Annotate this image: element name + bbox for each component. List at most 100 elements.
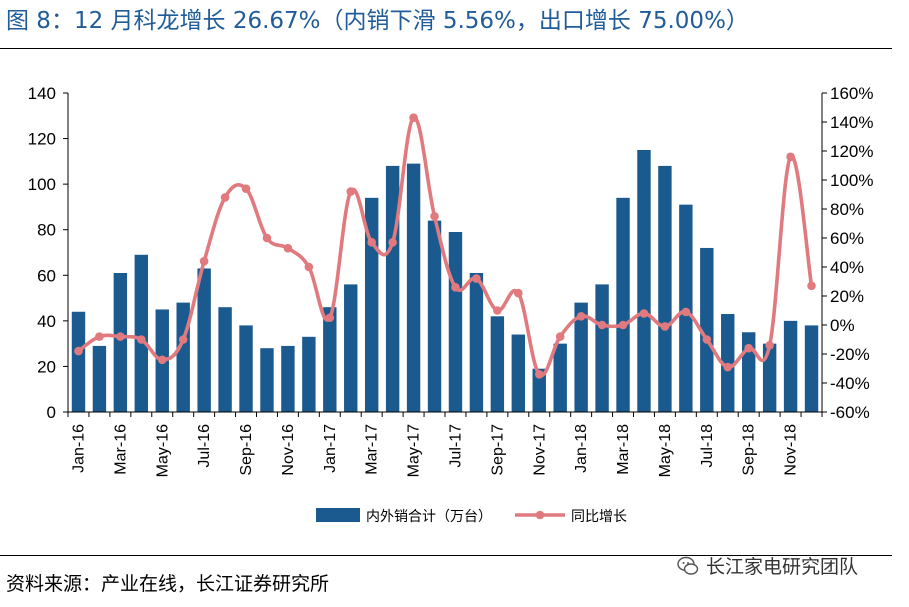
left-tick-label: 80	[37, 221, 56, 240]
growth-point-Nov-17	[534, 370, 544, 379]
right-tick-label: 100%	[830, 171, 873, 190]
title-divider	[0, 48, 892, 49]
left-tick-label: 100	[28, 175, 56, 194]
bar-May-17	[406, 163, 421, 412]
bar-Apr-17	[385, 165, 400, 412]
x-tick-label: Jan-18	[573, 424, 590, 473]
right-tick-label: -60%	[830, 403, 870, 422]
chart-legend: 内外销合计（万台） 同比增长	[316, 508, 627, 524]
growth-point-Dec-16	[304, 262, 314, 272]
bar-Aug-17	[469, 273, 484, 412]
bar-Nov-17	[532, 368, 546, 412]
x-tick-label: May-17	[406, 424, 423, 477]
bar-Mar-17	[364, 197, 379, 412]
bar-Jan-18	[574, 302, 588, 412]
bar-Oct-16	[260, 348, 274, 412]
bar-Jun-17	[427, 220, 442, 412]
growth-point-May-18	[660, 322, 670, 331]
left-tick-label: 140	[28, 84, 56, 103]
bar-Mar-18	[616, 197, 630, 412]
growth-point-Nov-16	[283, 243, 293, 253]
x-tick-label: Sep-16	[238, 424, 255, 476]
legend-bar-swatch	[316, 508, 360, 522]
bar-Nov-16	[281, 345, 295, 412]
left-tick-label: 40	[37, 312, 56, 331]
growth-point-Aug-16	[220, 193, 230, 202]
growth-point-Mar-16	[116, 332, 125, 341]
growth-point-Aug-18	[723, 362, 733, 372]
growth-point-Jul-18	[702, 335, 712, 344]
growth-point-Apr-18	[639, 309, 649, 318]
growth-point-Nov-18	[786, 152, 795, 162]
x-tick-label: Jul-16	[196, 424, 213, 468]
watermark-text: 长江家电研究团队	[706, 556, 859, 578]
growth-point-Aug-17	[472, 274, 481, 283]
growth-point-Dec-17	[555, 332, 565, 341]
right-tick-label: -40%	[830, 374, 870, 393]
wechat-icon	[677, 556, 699, 575]
bar-series	[71, 149, 819, 412]
line-series	[74, 113, 816, 379]
growth-point-Apr-16	[137, 335, 146, 344]
x-tick-label: May-18	[657, 424, 674, 477]
bar-Sep-16	[239, 325, 253, 412]
bar-Mar-16	[113, 273, 128, 412]
growth-point-Jul-16	[199, 256, 209, 266]
chart-axes: 0 20 40 60 80 100 120 140 -60% -40% -20% 0% 20% 40% 60…	[28, 84, 874, 477]
bar-Dec-16	[302, 336, 316, 412]
bar-Dec-17	[553, 343, 567, 412]
bar-May-18	[658, 165, 672, 412]
bar-Jan-17	[323, 307, 337, 412]
growth-point-Dec-18	[807, 281, 816, 291]
left-tick-label: 120	[28, 130, 56, 149]
growth-point-Jan-16	[74, 346, 83, 356]
bar-Sep-17	[490, 316, 505, 412]
growth-point-May-17	[409, 113, 418, 122]
right-tick-label: 20%	[830, 287, 864, 306]
x-tick-label: Mar-17	[364, 424, 381, 475]
bar-Dec-18	[804, 325, 819, 412]
bar-Feb-16	[92, 345, 107, 412]
x-tick-label: May-16	[154, 424, 171, 477]
x-tick-label: Nov-17	[531, 424, 548, 476]
x-tick-label: Mar-18	[615, 424, 632, 475]
source-note: 资料来源：产业在线，长江证券研究所	[6, 573, 330, 595]
growth-point-Oct-18	[765, 341, 774, 350]
x-tick-label: Sep-18	[741, 424, 758, 476]
growth-point-Mar-17	[367, 238, 376, 247]
growth-point-Jun-18	[681, 307, 691, 317]
growth-point-Jun-17	[430, 211, 439, 221]
figure-title: 图 8：12 月科龙增长 26.67%（内销下滑 5.56%，出口增长 75.0…	[6, 8, 749, 34]
growth-point-Oct-16	[262, 233, 272, 243]
growth-point-Sep-17	[493, 306, 502, 315]
growth-point-Feb-16	[95, 332, 104, 341]
combo-chart: 0 20 40 60 80 100 120 140 -60% -40% -20% 0% 20% 40% 60…	[28, 84, 874, 524]
growth-point-Sep-18	[744, 343, 753, 353]
x-tick-label: Jan-16	[70, 424, 87, 473]
growth-point-Jul-17	[451, 283, 460, 292]
bar-Oct-17	[511, 334, 526, 412]
growth-point-Jan-18	[576, 312, 586, 321]
watermark: 长江家电研究团队	[676, 552, 858, 579]
bar-Oct-18	[762, 343, 777, 412]
bar-Nov-18	[783, 320, 798, 412]
growth-point-Mar-18	[618, 320, 628, 330]
growth-point-Feb-17	[346, 187, 356, 196]
right-tick-label: 80%	[830, 200, 864, 219]
bar-Aug-16	[218, 307, 232, 412]
bar-Feb-17	[344, 284, 358, 412]
right-tick-label: 60%	[830, 229, 864, 248]
bar-Feb-18	[595, 284, 609, 412]
footer-divider	[0, 555, 892, 556]
right-tick-label: 140%	[830, 113, 873, 132]
right-tick-label: 120%	[830, 142, 873, 161]
x-tick-label: Nov-16	[280, 424, 297, 476]
x-tick-label: Jan-17	[322, 424, 339, 473]
bar-Jan-16	[71, 311, 86, 412]
left-tick-label: 20	[37, 357, 56, 376]
growth-point-Oct-17	[514, 288, 523, 298]
x-tick-label: Sep-17	[489, 424, 506, 476]
left-tick-label: 0	[47, 403, 56, 422]
x-tick-label: Nov-18	[783, 424, 800, 476]
right-tick-label: 0%	[830, 316, 855, 335]
